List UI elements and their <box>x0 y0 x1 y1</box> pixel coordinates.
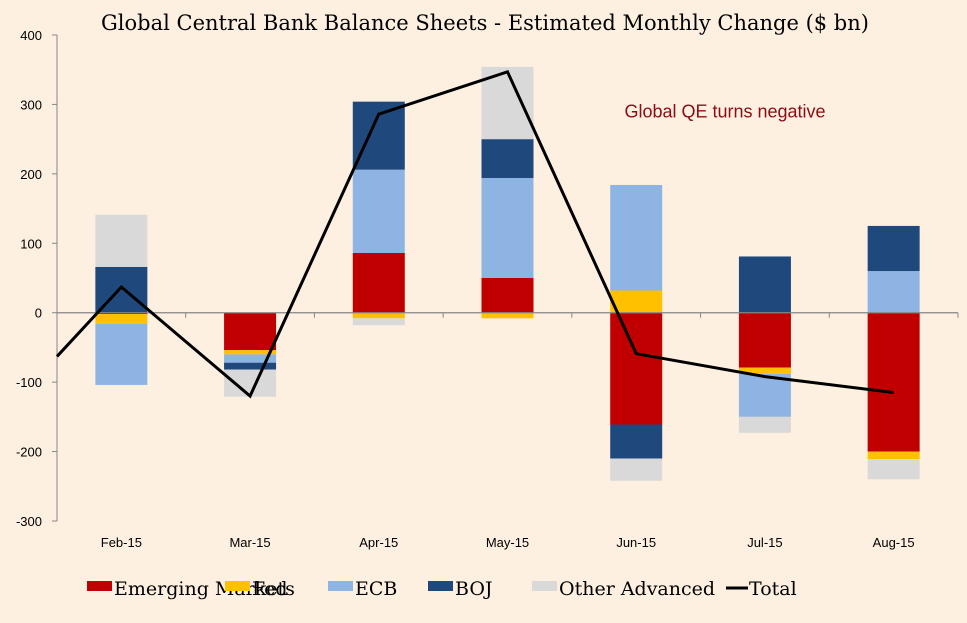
bar-other-advanced <box>95 214 148 267</box>
chart-title: Global Central Bank Balance Sheets - Est… <box>101 11 869 35</box>
bars <box>95 66 920 481</box>
bar-fed <box>95 314 148 324</box>
y-tick-label: 100 <box>20 236 42 251</box>
bar-fed <box>610 290 663 313</box>
bar-boj <box>352 101 405 170</box>
bar-emerging-markets <box>224 312 277 351</box>
bar-fed <box>224 350 277 355</box>
y-tick-label: 0 <box>35 306 42 321</box>
x-tick-label: Jul-15 <box>747 535 782 550</box>
x-tick-label: Aug-15 <box>873 535 915 550</box>
x-tick-label: Feb-15 <box>101 535 142 550</box>
bar-fed <box>481 312 534 319</box>
bar-emerging-markets <box>738 312 791 368</box>
bar-other-advanced <box>610 458 663 481</box>
y-tick-label: 300 <box>20 97 42 112</box>
bar-boj <box>481 139 534 179</box>
bar-ecb <box>867 271 920 313</box>
bar-fed <box>352 312 405 319</box>
legend-label: ECB <box>355 578 397 600</box>
y-tick-label: 400 <box>20 28 42 43</box>
x-tick-label: Apr-15 <box>359 535 398 550</box>
bar-fed <box>738 367 791 374</box>
x-axis <box>56 312 959 318</box>
y-tick-label: -100 <box>16 375 42 390</box>
bar-other-advanced <box>352 318 405 326</box>
bar-boj <box>867 225 920 272</box>
total-line-group <box>55 69 894 399</box>
category-labels: Feb-15 Mar-15 Apr-15 May-15 Jun-15 Jul-15 Aug-… <box>101 535 915 550</box>
bar-ecb <box>481 178 534 278</box>
legend-label: BOJ <box>455 578 493 600</box>
bar-emerging-markets <box>95 312 148 315</box>
bar-other-advanced <box>867 459 920 480</box>
legend-swatch <box>328 581 353 591</box>
y-axis: 400 300 200 100 0 -100 -200 -300 <box>16 28 58 529</box>
bar-fed <box>867 451 920 460</box>
x-tick-label: May-15 <box>486 535 529 550</box>
bar-ecb <box>95 323 148 385</box>
bar-emerging-markets <box>867 312 920 452</box>
bar-ecb <box>610 184 663 291</box>
total-line <box>55 69 894 399</box>
legend-label: Fed <box>252 578 288 600</box>
legend-label: Total <box>749 578 797 600</box>
annotation: Global QE turns negative <box>624 101 825 121</box>
x-tick-label: Mar-15 <box>229 535 270 550</box>
legend-item: Fed <box>225 578 288 600</box>
legend-swatch <box>225 581 250 591</box>
bar-boj <box>224 362 277 370</box>
bar-other-advanced <box>738 416 791 433</box>
legend-item: ECB <box>328 578 397 600</box>
bar-boj <box>610 424 663 459</box>
y-tick-label: -300 <box>16 514 42 529</box>
bar-ecb <box>352 169 405 254</box>
legend-item: Total <box>726 578 797 600</box>
bar-emerging-markets <box>610 312 663 425</box>
legend-swatch <box>87 581 112 591</box>
bar-emerging-markets <box>481 278 534 313</box>
legend-swatch <box>428 581 453 591</box>
bar-ecb <box>738 373 791 417</box>
x-tick-label: Jun-15 <box>616 535 656 550</box>
y-tick-label: 200 <box>20 167 42 182</box>
legend-swatch <box>532 581 557 591</box>
legend-label: Other Advanced <box>559 578 715 600</box>
bar-ecb <box>224 354 277 363</box>
legend-item: BOJ <box>428 578 493 600</box>
bar-emerging-markets <box>352 253 405 313</box>
y-tick-label: -200 <box>16 445 42 460</box>
legend-item: Other Advanced <box>532 578 715 600</box>
bar-boj <box>738 256 791 313</box>
